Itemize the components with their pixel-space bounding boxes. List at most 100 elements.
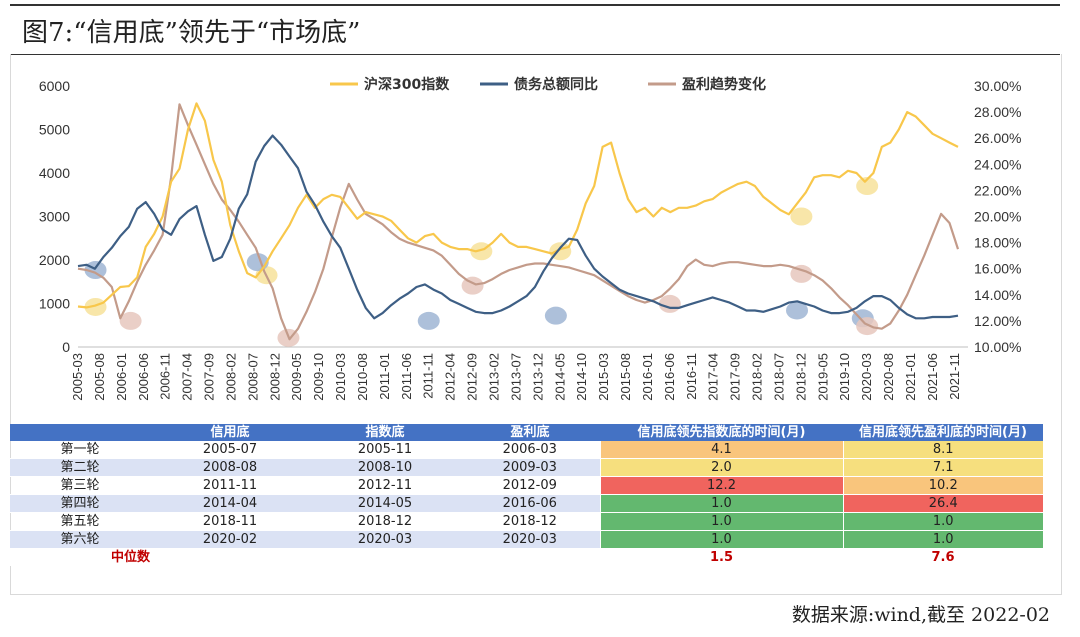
x-tick-label: 2021-06 (925, 353, 940, 401)
x-tick-label: 2009-10 (311, 353, 326, 401)
x-tick-label: 2018-02 (750, 353, 765, 401)
table-header-cell: 信用底领先盈利底的时间(月) (843, 424, 1043, 441)
title-bar: 图7:“信用底”领先于“市场底” (10, 4, 1060, 55)
y-left-tick-label: 3000 (39, 209, 70, 225)
x-tick-label: 2011-01 (377, 353, 392, 400)
page-title: 图7:“信用底”领先于“市场底” (22, 18, 361, 48)
table-row: 第六轮 2020-02 2020-03 2020-03 1.0 1.0 (10, 530, 1043, 549)
table-cell: 10.2 (842, 476, 1043, 495)
table-cell: 2011-11 (150, 476, 310, 495)
y-right-tick-label: 12.00% (974, 313, 1021, 329)
trough-marker (417, 311, 440, 330)
x-tick-label: 2005-03 (70, 353, 85, 401)
table-cell: 第三轮 (10, 476, 150, 495)
x-tick-label: 2008-07 (245, 353, 260, 401)
trough-marker (790, 207, 813, 226)
table-cell: 2016-06 (460, 494, 600, 513)
x-tick-label: 2020-08 (881, 353, 896, 401)
x-tick-label: 2019-10 (837, 353, 852, 401)
trough-marker (544, 306, 567, 325)
y-left-tick-label: 5000 (39, 122, 70, 138)
trough-marker (119, 311, 142, 330)
x-tick-label: 2020-03 (859, 353, 874, 401)
x-tick-label: 2016-01 (640, 353, 655, 401)
table-row: 第一轮 2005-07 2005-11 2006-03 4.1 8.1 (10, 441, 1043, 459)
x-tick-label: 2011-06 (399, 353, 414, 400)
legend-label: 沪深300指数 (364, 76, 450, 93)
data-source-note: 数据来源:wind,截至 2022-02 (791, 604, 1050, 626)
y-right-tick-label: 26.00% (974, 130, 1021, 146)
x-tick-label: 2018-12 (793, 353, 808, 401)
y-right-tick-label: 28.00% (974, 104, 1021, 120)
table-cell: 第六轮 (10, 530, 150, 549)
y-right-tick-label: 20.00% (974, 209, 1021, 225)
table-row: 第四轮 2014-04 2014-05 2016-06 1.0 26.4 (10, 494, 1043, 513)
y-right-tick-label: 18.00% (974, 235, 1021, 251)
table-row: 第五轮 2018-11 2018-12 2018-12 1.0 1.0 (10, 512, 1043, 531)
legend-label: 盈利趋势变化 (681, 76, 766, 93)
x-tick-label: 2012-09 (465, 353, 480, 401)
x-tick-label: 2021-11 (947, 353, 962, 400)
table-cell: 2020-03 (310, 530, 460, 549)
y-left-tick-label: 1000 (39, 296, 70, 312)
x-tick-label: 2015-03 (596, 353, 611, 401)
table-cell: 2005-07 (150, 441, 310, 459)
table-cell: 1.0 (599, 512, 843, 531)
table-cell: 2012-09 (460, 476, 600, 495)
table-cell: 1.0 (599, 494, 843, 513)
x-tick-label: 2008-02 (223, 353, 238, 401)
table-cell: 2012-11 (310, 476, 460, 495)
y-left-tick-label: 6000 (39, 78, 70, 94)
line-chart: 0 1000 2000 3000 4000 5000 6000 10.00% 12.00% 14.… (39, 76, 1022, 401)
table-cell: 第五轮 (10, 512, 150, 531)
y-left-tick-label: 2000 (39, 252, 70, 268)
table-cell: 第四轮 (10, 494, 150, 513)
median-row: 中位数 1.5 7.6 (10, 548, 1043, 566)
table-cell: 第一轮 (10, 441, 150, 459)
y-left-tick-label: 4000 (39, 165, 70, 181)
x-tick-label: 2016-11 (684, 353, 699, 400)
table-header-cell: 信用底 (150, 424, 310, 441)
table-header-row: 信用底 指数底 盈利底 信用底领先指数底的时间(月) 信用底领先盈利底的时间(月) (10, 424, 1043, 441)
trough-marker (856, 317, 879, 336)
table-cell: 26.4 (842, 494, 1043, 513)
x-tick-label: 2007-09 (202, 353, 217, 401)
trough-marker (856, 177, 879, 196)
table-header-cell: 盈利底 (460, 424, 600, 441)
table-cell: 2018-11 (150, 512, 310, 531)
median-cell (310, 548, 460, 566)
table-cell: 2005-11 (310, 441, 460, 459)
table-cell: 1.0 (842, 530, 1043, 549)
x-tick-label: 2014-05 (552, 353, 567, 401)
table-row: 第三轮 2011-11 2012-11 2012-09 12.2 10.2 (10, 476, 1043, 495)
x-tick-label: 2005-08 (92, 353, 107, 401)
x-tick-label: 2011-11 (421, 353, 436, 399)
x-tick-label: 2006-11 (158, 353, 173, 400)
table-cell: 2008-10 (310, 458, 460, 477)
median-cell: 1.5 (600, 548, 843, 566)
y-left-tick-label: 0 (62, 339, 70, 355)
x-tick-label: 2013-07 (508, 353, 523, 401)
y-right-tick-label: 14.00% (974, 287, 1021, 303)
table-cell: 2006-03 (460, 441, 600, 459)
table-cell: 4.1 (599, 441, 843, 459)
table-cell: 2018-12 (460, 512, 600, 531)
table-header-cell (10, 424, 150, 441)
table-row: 第二轮 2008-08 2008-10 2009-03 2.0 7.1 (10, 458, 1043, 477)
table-cell: 12.2 (599, 476, 843, 495)
table-cell: 2008-08 (150, 458, 310, 477)
profit-trend-line (77, 103, 960, 341)
x-tick-label: 2009-05 (289, 353, 304, 401)
figure-panel (10, 54, 1062, 595)
table-cell: 1.0 (842, 512, 1043, 531)
x-tick-label: 2016-06 (662, 353, 677, 401)
x-tick-label: 2010-03 (333, 353, 348, 401)
table-cell: 2018-12 (310, 512, 460, 531)
table-cell: 7.1 (842, 458, 1043, 477)
y-right-tick-label: 22.00% (974, 182, 1021, 198)
x-tick-label: 2008-12 (267, 353, 282, 401)
y-right-tick-label: 24.00% (974, 156, 1021, 172)
x-tick-label: 2019-05 (815, 353, 830, 401)
table-cell: 2020-02 (150, 530, 310, 549)
x-tick-label: 2021-01 (903, 353, 918, 401)
